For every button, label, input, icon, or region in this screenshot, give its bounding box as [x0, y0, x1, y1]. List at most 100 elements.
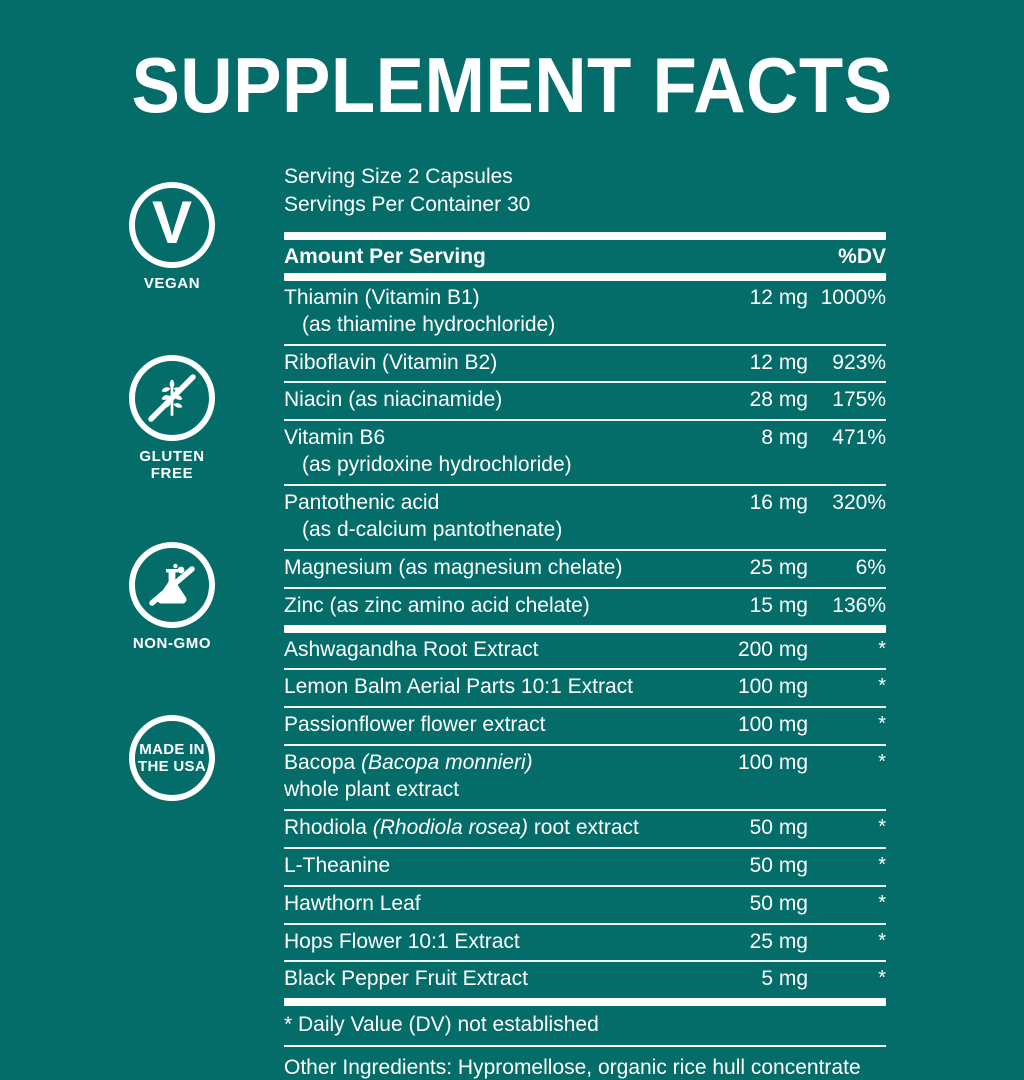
nutrient-source: (as pyridoxine hydrochloride)	[302, 453, 572, 477]
botanical-latin-name: (Bacopa monnieri)	[361, 751, 533, 775]
table-row: Passionflower flower extract 100 mg *	[284, 708, 886, 744]
table-row: Black Pepper Fruit Extract 5 mg *	[284, 962, 886, 998]
row-divider	[284, 922, 886, 925]
supplement-facts-label: SUPPLEMENT FACTS V VEGAN	[108, 46, 892, 1079]
nutrient-name: Niacin (as niacinamide)	[284, 388, 503, 412]
header-bottom-bar	[284, 272, 886, 281]
nutrient-amount: 15 mg	[749, 593, 808, 617]
footnote: * Daily Value (DV) not established	[284, 1013, 599, 1037]
non-gmo-icon	[129, 542, 215, 629]
nutrient-source: (as d-calcium pantothenate)	[302, 517, 563, 541]
nutrient-name: Pantothenic acid (as d-calcium pantothena…	[284, 490, 690, 544]
nutrient-name: Riboflavin (Vitamin B2)	[284, 350, 498, 374]
ingredient-amount: 200 mg	[737, 637, 808, 661]
row-divider	[284, 744, 886, 747]
serving-size: Serving Size 2 Capsules	[284, 165, 513, 188]
table-row: L-Theanine 50 mg *	[284, 849, 886, 885]
ingredient-name: Hawthorn Leaf	[284, 891, 421, 915]
badge-gluten-free: GLUTEN FREE	[108, 354, 236, 483]
table-row: Ashwagandha Root Extract 200 mg *	[284, 633, 886, 669]
row-divider	[284, 706, 886, 709]
ingredient-amount: 50 mg	[749, 815, 808, 839]
servings-per-container: Servings Per Container 30	[284, 192, 531, 216]
dv-label: %DV	[838, 244, 886, 268]
ingredient-dv: *	[878, 929, 886, 952]
row-divider	[284, 586, 886, 589]
nutrient-dv: 1000%	[820, 285, 886, 309]
nutrient-name: Vitamin B6 (as pyridoxine hydrochloride)	[284, 425, 690, 479]
nutrient-amount: 8 mg	[761, 426, 808, 450]
vegan-icon: V	[129, 182, 215, 268]
nutrient-source: (as thiamine hydrochloride)	[302, 312, 556, 336]
nutrient-dv: 6%	[855, 555, 886, 579]
botanical-rows: Ashwagandha Root Extract 200 mg * Lemon Bal…	[284, 633, 886, 999]
nutrient-amount: 16 mg	[749, 491, 808, 515]
row-divider	[284, 419, 886, 422]
nutrient-name: Zinc (as zinc amino acid chelate)	[284, 593, 590, 617]
nutrient-dv: 136%	[832, 593, 886, 617]
ingredient-amount: 5 mg	[761, 967, 808, 991]
table-header: Amount Per Serving %DV	[284, 240, 886, 273]
row-divider	[284, 343, 886, 346]
row-divider	[284, 381, 886, 384]
nutrient-amount: 12 mg	[749, 285, 808, 309]
table-row: Zinc (as zinc amino acid chelate) 15 mg 13…	[284, 589, 886, 625]
table-row: Vitamin B6 (as pyridoxine hydrochloride) 8…	[284, 421, 886, 484]
ingredient-amount: 100 mg	[737, 751, 808, 775]
ingredient-dv: *	[878, 713, 886, 736]
footnote-top-bar	[284, 998, 886, 1007]
row-divider	[284, 808, 886, 811]
nutrient-name: Thiamin (Vitamin B1) (as thiamine hydroch…	[284, 285, 690, 339]
ingredient-dv: *	[878, 637, 886, 660]
row-divider	[284, 960, 886, 963]
nutrient-dv: 175%	[832, 388, 886, 412]
badge-non-gmo: NON-GMO	[108, 542, 236, 653]
flask-slash-icon	[149, 564, 195, 607]
header-top-bar	[284, 231, 886, 240]
badge-gluten-free-caption: GLUTEN FREE	[139, 447, 205, 482]
nutrient-dv: 471%	[832, 426, 886, 450]
ingredient-amount: 100 mg	[737, 713, 808, 737]
badge-made-in-usa: MADE IN THE USA	[108, 715, 236, 802]
gluten-free-icon	[129, 354, 215, 441]
nutrient-amount: 12 mg	[749, 350, 808, 374]
other-ingredients: Other Ingredients: Hypromellose, organic…	[284, 1056, 861, 1080]
ingredient-name: L-Theanine	[284, 853, 391, 877]
ingredient-name: Rhodiola (Rhodiola rosea) root extract	[284, 815, 639, 839]
ingredient-dv: *	[878, 853, 886, 876]
row-divider	[284, 548, 886, 551]
ingredient-name: Ashwagandha Root Extract	[284, 637, 539, 661]
table-row: Niacin (as niacinamide) 28 mg 175%	[284, 383, 886, 419]
ingredient-name: Bacopa (Bacopa monnieri) whole plant extr…	[284, 750, 690, 804]
table-row: Rhodiola (Rhodiola rosea) root extract 50…	[284, 811, 886, 847]
table-row: Bacopa (Bacopa monnieri) whole plant extr…	[284, 746, 886, 809]
wheat-slash-icon	[148, 374, 196, 422]
badge-vegan-caption: VEGAN	[143, 275, 201, 292]
ingredient-amount: 100 mg	[737, 675, 808, 699]
nutrient-dv: 320%	[832, 491, 886, 515]
ingredient-name: Passionflower flower extract	[284, 713, 546, 737]
ingredient-amount: 25 mg	[749, 929, 808, 953]
ingredient-amount: 50 mg	[749, 853, 808, 877]
ingredient-name: Hops Flower 10:1 Extract	[284, 929, 520, 953]
table-row: Lemon Balm Aerial Parts 10:1 Extract 100 …	[284, 670, 886, 706]
row-divider	[284, 846, 886, 849]
ingredient-dv: *	[878, 891, 886, 914]
row-divider	[284, 484, 886, 487]
facts-panel: Serving Size 2 Capsules Servings Per Con…	[284, 163, 886, 1080]
ingredient-dv: *	[878, 751, 886, 774]
ingredient-dv: *	[878, 967, 886, 990]
amount-per-serving-label: Amount Per Serving	[284, 244, 486, 268]
table-row: Hawthorn Leaf 50 mg *	[284, 887, 886, 923]
nutrient-name: Magnesium (as magnesium chelate)	[284, 555, 623, 579]
row-divider	[284, 884, 886, 887]
botanical-top-bar	[284, 624, 886, 633]
ingredient-name: Lemon Balm Aerial Parts 10:1 Extract	[284, 675, 633, 699]
table-row: Magnesium (as magnesium chelate) 25 mg 6%	[284, 551, 886, 587]
made-in-usa-text: MADE IN THE USA	[138, 740, 206, 776]
certification-badges: V VEGAN	[108, 182, 236, 802]
row-divider	[284, 668, 886, 671]
made-in-usa-icon: MADE IN THE USA	[129, 715, 215, 802]
nutrient-dv: 923%	[832, 350, 886, 374]
botanical-latin-name: (Rhodiola rosea)	[372, 815, 528, 839]
